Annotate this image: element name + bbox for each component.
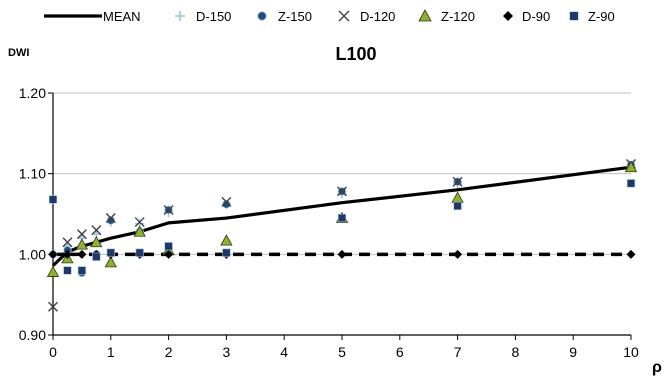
x-tick-8: 8: [512, 344, 520, 360]
point-d-90-6: [164, 249, 174, 259]
legend-item-z-90: Z-90: [569, 9, 615, 24]
point-z-120-7: [220, 234, 233, 246]
legend-label-z-120: Z-120: [441, 9, 475, 24]
y-tick-labels: 0.90 1.00 1.10 1.20: [19, 85, 46, 343]
x-tick-10: 10: [623, 344, 639, 360]
legend-item-z-150: Z-150: [257, 9, 312, 24]
point-z-90-9: [453, 201, 462, 211]
legend-item-z-120: Z-120: [418, 9, 475, 24]
point-z-90-8: [337, 213, 347, 223]
point-d-120-1: [62, 237, 73, 248]
x-tick-7: 7: [454, 344, 462, 360]
point-z-90-4: [106, 248, 115, 257]
legend-item-d-90: D-90: [503, 9, 550, 24]
point-z-90-0: [48, 195, 58, 204]
point-d-90-2: [77, 249, 87, 259]
point-z-120-3: [90, 235, 103, 248]
y-tick-1-00: 1.00: [19, 246, 46, 262]
point-z-120-0: [46, 265, 60, 277]
point-z-90-5: [135, 248, 144, 257]
point-d-120-2: [76, 229, 87, 240]
point-z-150-7: [222, 200, 231, 209]
point-d-120-9: [452, 176, 463, 187]
point-d-120-3: [91, 225, 102, 236]
legend-swatch-z-90: [569, 11, 579, 21]
y-tick-1-20: 1.20: [19, 85, 46, 101]
x-tick-0: 0: [49, 344, 57, 360]
x-tick-labels: 0 1 2 3 4 5 6 7 8 9 10: [49, 344, 639, 360]
point-d-90-8: [337, 249, 347, 259]
point-z-90-6: [164, 242, 173, 251]
y-axis-label: DWI: [8, 47, 29, 59]
point-d-90-1: [62, 249, 72, 259]
point-d-90-0: [48, 249, 58, 259]
legend-label-z-150: Z-150: [278, 9, 312, 24]
point-z-120-2: [75, 238, 89, 250]
point-z-90-3: [92, 252, 101, 261]
point-d-120-8: [337, 186, 347, 197]
point-d-120-7: [221, 196, 232, 207]
legend-label-d-150: D-150: [196, 9, 231, 24]
legend-label-d-90: D-90: [522, 9, 550, 24]
point-d-90-10: [626, 249, 636, 259]
legend-item-d-120: D-120: [338, 9, 395, 24]
x-tick-4: 4: [280, 344, 288, 360]
legend-swatch-d-90: [503, 11, 513, 21]
x-tick-9: 9: [569, 344, 577, 360]
y-tick-0-90: 0.90: [19, 327, 46, 343]
legend-label-mean: MEAN: [103, 9, 141, 24]
point-z-90-10: [626, 179, 636, 188]
point-d-120-6: [163, 204, 174, 215]
point-z-150-4: [106, 216, 116, 225]
point-z-120-10: [624, 160, 638, 173]
legend-item-d-150: D-150: [175, 9, 231, 24]
point-d-90-9: [453, 249, 463, 259]
chart-title: L100: [335, 44, 376, 64]
legend-swatch-d-150: [175, 11, 185, 21]
point-z-120-5: [133, 225, 146, 237]
legend-swatch-z-120: [418, 9, 432, 22]
legend-item-mean: MEAN: [44, 9, 141, 24]
legend-label-z-90: Z-90: [588, 9, 615, 24]
x-tick-5: 5: [338, 344, 346, 360]
point-d-120-0: [48, 301, 58, 312]
point-z-90-1: [63, 266, 72, 275]
point-z-120-4: [104, 256, 117, 268]
x-tick-3: 3: [223, 344, 231, 360]
x-axis-label: ρ: [652, 359, 662, 376]
y-tick-1-10: 1.10: [19, 166, 46, 182]
x-tick-6: 6: [396, 344, 404, 360]
legend-label-d-120: D-120: [360, 9, 395, 24]
data-markers: [46, 158, 638, 312]
point-d-120-4: [105, 213, 116, 224]
x-tick-2: 2: [165, 344, 173, 360]
point-z-90-7: [222, 248, 231, 257]
point-d-120-5: [134, 217, 145, 228]
legend-swatch-z-150: [257, 11, 267, 21]
legend-swatch-d-120: [338, 10, 350, 22]
x-tick-1: 1: [107, 344, 115, 360]
point-z-90-2: [77, 266, 87, 275]
legend: MEAN D-150 Z-150 D-120 Z-120 D-90 Z-90: [44, 9, 615, 24]
point-z-120-9: [451, 191, 464, 203]
